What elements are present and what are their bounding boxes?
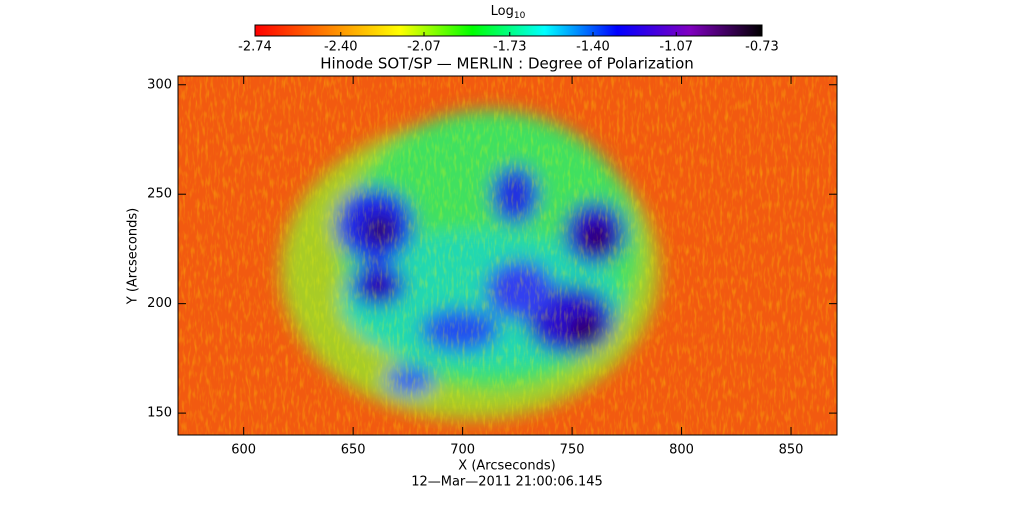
y-axis-label: Y (Arcseconds) — [126, 208, 141, 305]
x-tick-label: 600 — [231, 443, 256, 458]
colorbar-tick-label: -1.07 — [659, 40, 693, 55]
x-tick-label: 650 — [341, 443, 366, 458]
colorbar-title-main: Log — [491, 4, 514, 19]
colorbar — [254, 24, 763, 37]
colorbar-tick-label: -1.40 — [576, 40, 610, 55]
y-tick-label: 300 — [147, 77, 172, 92]
x-tick-label: 700 — [450, 443, 475, 458]
heatmap-image — [178, 76, 837, 435]
y-tick-label: 250 — [147, 187, 172, 202]
x-tick-label: 850 — [779, 443, 804, 458]
colorbar-tick-label: -0.73 — [745, 40, 779, 55]
y-tick-label: 150 — [147, 406, 172, 421]
colorbar-tick-label: -2.40 — [324, 40, 358, 55]
footnote: 12—Mar—2011 21:00:06.145 — [411, 475, 603, 490]
colorbar-title: Log10 — [491, 4, 526, 21]
colorbar-tick-label: -2.74 — [238, 40, 272, 55]
colorbar-tick-label: -2.07 — [407, 40, 441, 55]
y-tick-label: 200 — [147, 296, 172, 311]
x-tick-label: 750 — [560, 443, 585, 458]
x-axis-label: X (Arcseconds) — [458, 459, 555, 474]
chart-title: Hinode SOT/SP — MERLIN : Degree of Polar… — [320, 55, 694, 73]
plot-frame — [177, 75, 838, 436]
colorbar-tick-label: -1.73 — [493, 40, 527, 55]
colorbar-title-sub: 10 — [514, 11, 526, 21]
x-tick-label: 800 — [669, 443, 694, 458]
